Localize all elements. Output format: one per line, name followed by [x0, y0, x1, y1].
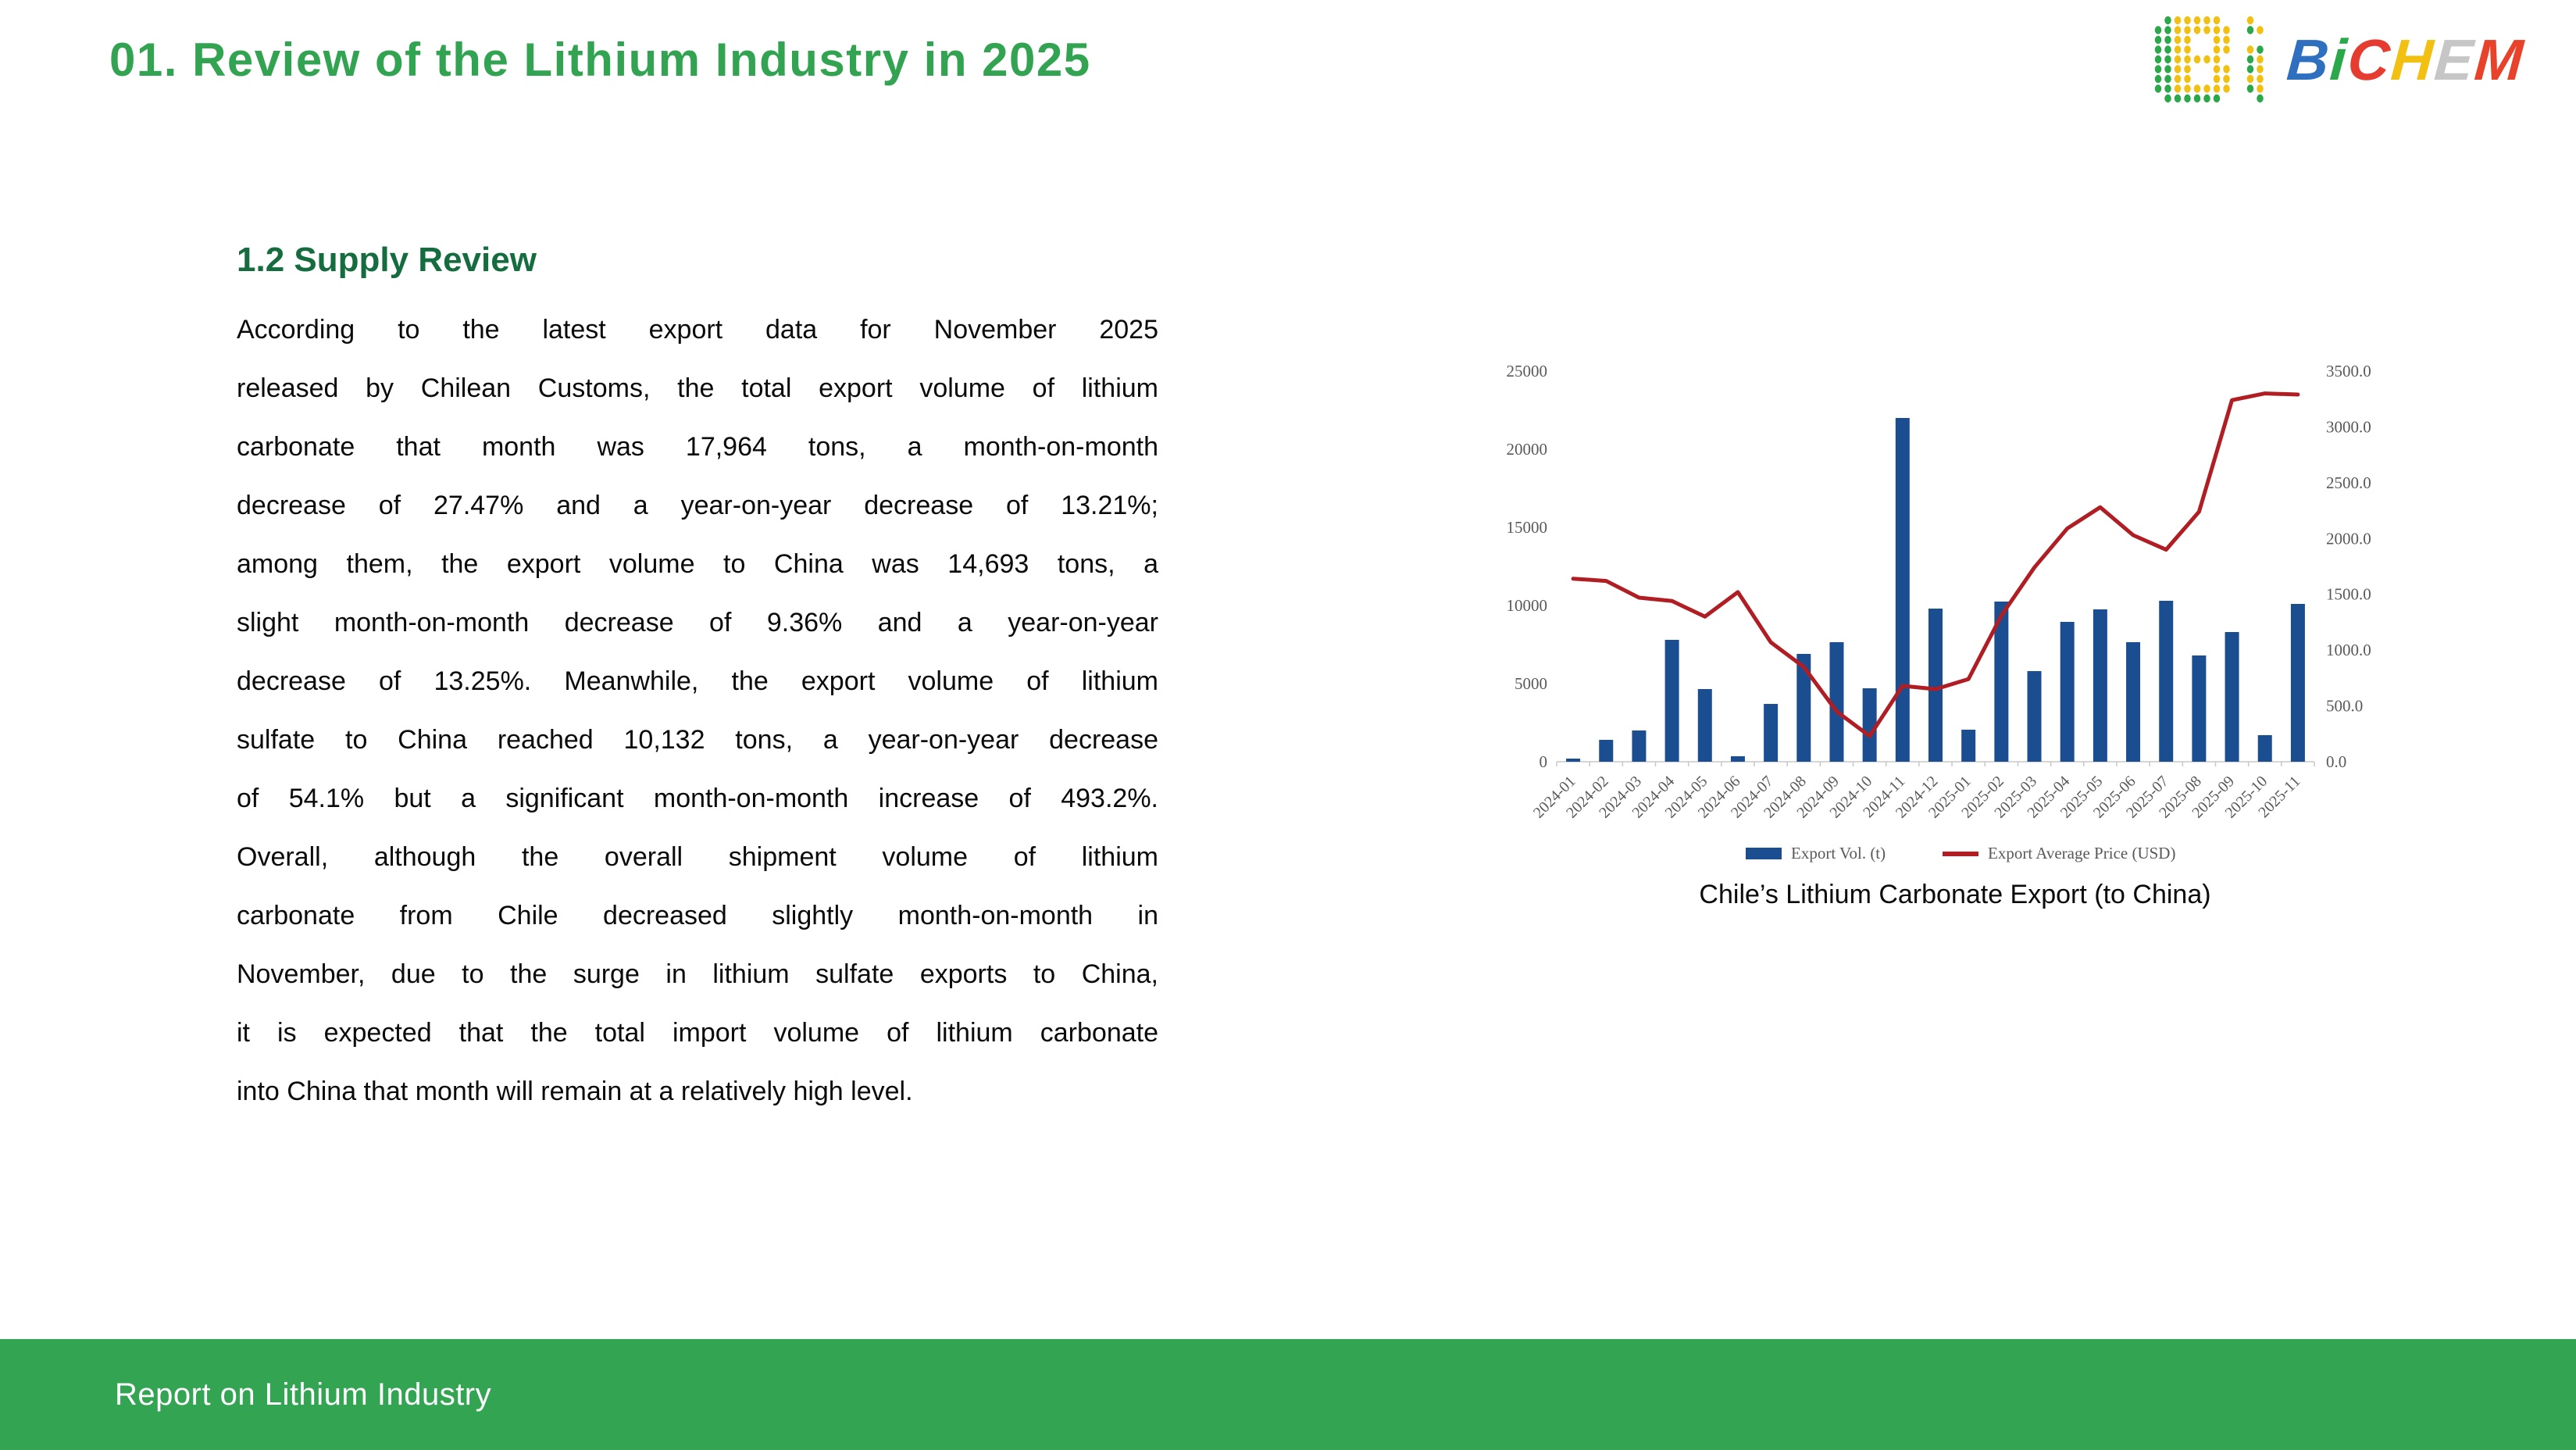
paragraph-line: decrease of 13.25%. Meanwhile, the expor… — [237, 666, 1158, 696]
section-heading: 1.2 Supply Review — [237, 241, 537, 279]
left-axis-ticks: 0 5000 10000 15000 20000 25000 — [1507, 362, 1548, 771]
chart-legend: Export Vol. (t) Export Average Price (USD… — [1746, 844, 2175, 862]
svg-text:15000: 15000 — [1507, 518, 1548, 537]
chart-caption: Chile’s Lithium Carbonate Export (to Chi… — [1699, 880, 2211, 909]
page-title: 01. Review of the Lithium Industry in 20… — [109, 34, 1091, 86]
svg-text:5000: 5000 — [1515, 674, 1547, 693]
logo-letter: E — [2432, 27, 2478, 92]
paragraph-line: released by Chilean Customs, the total e… — [237, 373, 1158, 403]
paragraph-line: Overall, although the overall shipment v… — [237, 842, 1158, 872]
paragraph-line: slight month-on-month decrease of 9.36% … — [237, 608, 1158, 638]
svg-text:10000: 10000 — [1507, 596, 1548, 615]
paragraph-line: into China that month will remain at a r… — [237, 1077, 913, 1106]
svg-text:1000.0: 1000.0 — [2326, 641, 2371, 659]
svg-text:500.0: 500.0 — [2326, 697, 2363, 716]
svg-text:Export Vol. (t): Export Vol. (t) — [1791, 844, 1886, 862]
export-price-line — [1571, 391, 2300, 738]
svg-text:1500.0: 1500.0 — [2326, 585, 2371, 604]
paragraph-line: carbonate from Chile decreased slightly … — [237, 901, 1158, 930]
bichem-logo-text: BiCHEM — [2285, 27, 2527, 93]
export-volume-bars — [1566, 418, 2305, 762]
svg-text:25000: 25000 — [1507, 362, 1548, 380]
logo-letter: H — [2389, 27, 2437, 92]
paragraph-line: sulfate to China reached 10,132 tons, a … — [237, 725, 1158, 755]
paragraph-line: November, due to the surge in lithium su… — [237, 959, 1158, 989]
right-axis-ticks: 0.0 500.0 1000.0 1500.0 2000.0 2500.0 3000.0 35… — [2326, 362, 2371, 771]
x-axis-labels: 2024-012024-022024-032024-042024-052024-… — [1530, 773, 2304, 822]
chart-block: 0 5000 10000 15000 20000 25000 0.0 500.0 1000.0 1… — [1467, 336, 2443, 879]
paragraph-line: of 54.1% but a significant month-on-mont… — [237, 784, 1158, 813]
export-volume-price-chart: 0 5000 10000 15000 20000 25000 0.0 500.0 1000.0 1… — [1507, 362, 2371, 862]
logo-letter: B — [2285, 27, 2333, 92]
paragraph-line: among them, the export volume to China w… — [237, 549, 1158, 579]
body-paragraph: According to the latest export data for … — [237, 301, 1158, 1121]
logo-letter: C — [2346, 27, 2394, 92]
svg-text:0: 0 — [1540, 752, 1548, 771]
svg-text:3000.0: 3000.0 — [2326, 417, 2371, 436]
legend-bar-swatch — [1746, 848, 1782, 859]
bichem-logo: BiCHEM — [2153, 14, 2527, 105]
svg-text:2000.0: 2000.0 — [2326, 529, 2371, 548]
footer-text: Report on Lithium Industry — [115, 1377, 492, 1412]
svg-text:3500.0: 3500.0 — [2326, 362, 2371, 380]
svg-text:20000: 20000 — [1507, 440, 1548, 459]
svg-text:0.0: 0.0 — [2326, 752, 2346, 771]
paragraph-line: decrease of 27.47% and a year-on-year de… — [237, 491, 1158, 520]
svg-text:2500.0: 2500.0 — [2326, 473, 2371, 492]
svg-text:Export Average Price (USD): Export Average Price (USD) — [1988, 844, 2175, 862]
x-axis — [1556, 761, 2315, 766]
paragraph-line: carbonate that month was 17,964 tons, a … — [237, 432, 1158, 462]
bichem-dot-matrix-icon — [2154, 16, 2264, 103]
paragraph-line: it is expected that the total import vol… — [237, 1018, 1158, 1048]
footer-bar: Report on Lithium Industry — [0, 1339, 2576, 1450]
logo-letter: M — [2472, 27, 2527, 92]
paragraph-line: According to the latest export data for … — [237, 315, 1158, 345]
